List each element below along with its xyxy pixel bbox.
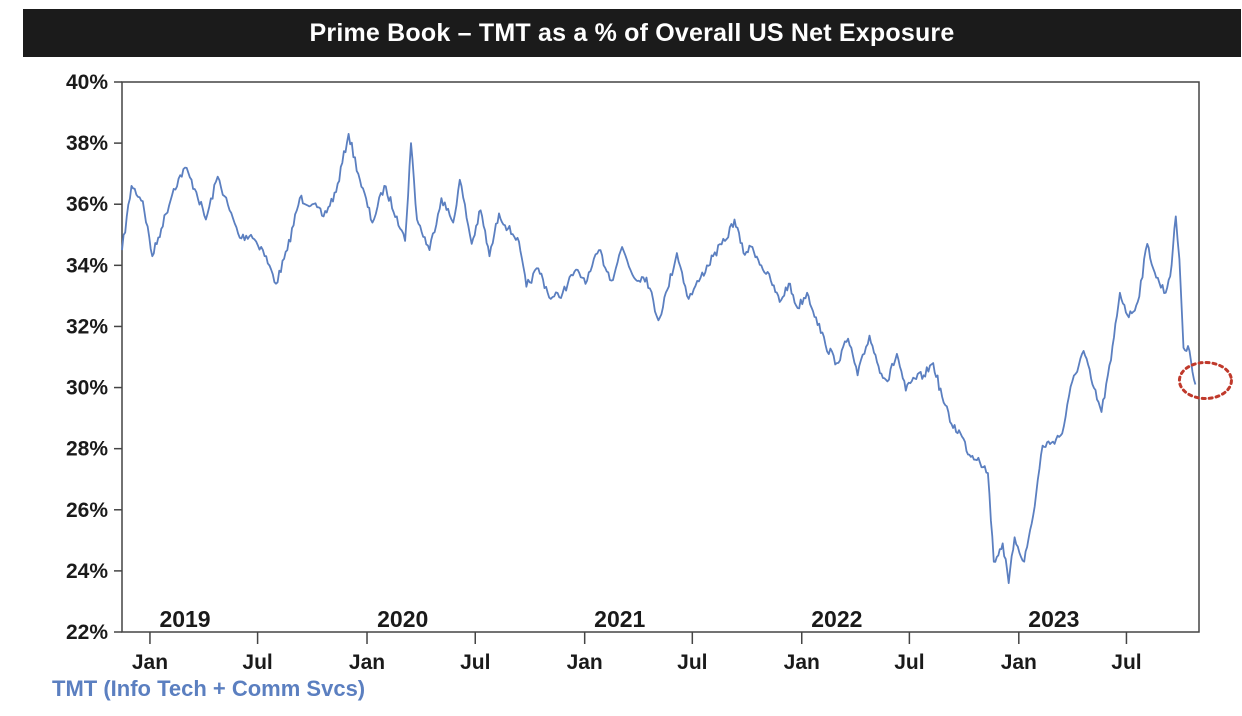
series-line-tmt: [121, 133, 1197, 584]
y-tick-label: 34%: [66, 254, 108, 277]
highlight-circle: [1177, 361, 1233, 400]
year-label: 2023: [1028, 606, 1079, 632]
x-tick-label: Jul: [1111, 651, 1141, 674]
year-label: 2020: [377, 606, 428, 632]
x-tick-label: Jul: [677, 651, 707, 674]
y-tick-label: 24%: [66, 560, 108, 583]
x-tick-label: Jan: [567, 651, 603, 674]
y-tick-label: 26%: [66, 499, 108, 522]
annotation-layer: [1177, 361, 1233, 400]
year-label: 2022: [811, 606, 862, 632]
x-tick-label: Jan: [1001, 651, 1037, 674]
y-axis: 40% 38% 36% 34% 32% 30% 28% 26% 24% 22%: [66, 71, 122, 644]
y-tick-label: 38%: [66, 132, 108, 155]
y-tick-label: 22%: [66, 621, 108, 644]
year-label: 2019: [159, 606, 210, 632]
x-axis: Jan Jul Jan Jul Jan Jul Jan Jul Jan Jul 2019 2020 20…: [132, 606, 1142, 674]
y-tick-label: 28%: [66, 438, 108, 461]
plot-border: [121, 81, 1200, 633]
legend-label: TMT (Info Tech + Comm Svcs): [52, 676, 366, 701]
x-tick-label: Jan: [349, 651, 385, 674]
series-layer: [121, 133, 1197, 584]
year-label: 2021: [594, 606, 645, 632]
plot-area: [121, 81, 1200, 633]
y-tick-label: 32%: [66, 315, 108, 338]
x-tick-label: Jan: [784, 651, 820, 674]
x-tick-label: Jul: [894, 651, 924, 674]
y-tick-label: 36%: [66, 193, 108, 216]
y-tick-label: 30%: [66, 377, 108, 400]
x-tick-label: Jan: [132, 651, 168, 674]
x-tick-label: Jul: [460, 651, 490, 674]
y-tick-label: 40%: [66, 71, 108, 94]
chart-title: Prime Book – TMT as a % of Overall US Ne…: [23, 9, 1241, 57]
x-tick-label: Jul: [242, 651, 272, 674]
